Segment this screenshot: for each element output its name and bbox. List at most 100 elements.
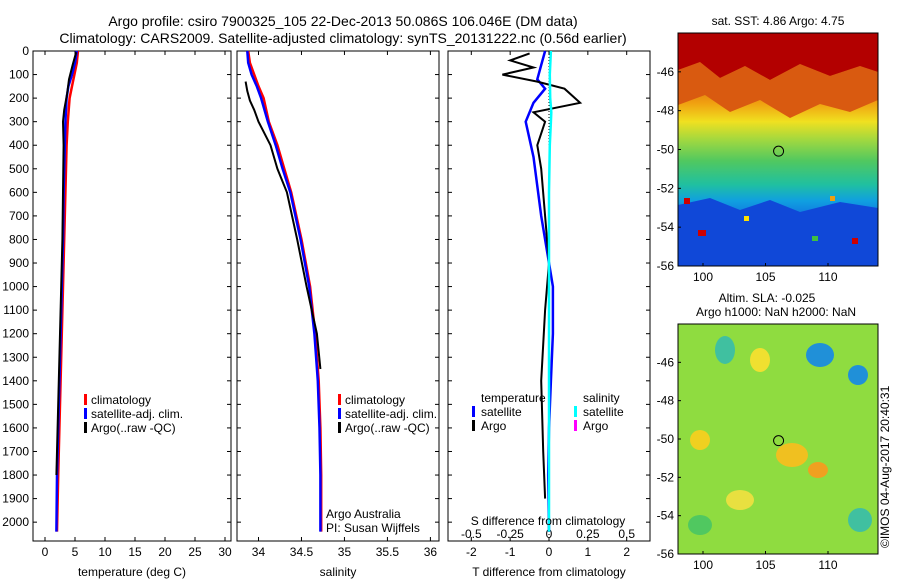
y-tick-label: 1400 <box>2 374 29 388</box>
salinity-annotation-line1: Argo Australia <box>326 507 401 521</box>
sla-map-field <box>678 324 878 554</box>
x-tick-label: 35.5 <box>376 545 400 559</box>
series-line <box>502 52 583 499</box>
x-axis-label: salinity <box>320 565 357 579</box>
salinity-legend: climatology satellite-adj. clim. Argo(..… <box>338 393 437 435</box>
sst-blue-zone <box>678 198 878 266</box>
y-tick-label: 1800 <box>2 468 29 482</box>
x-tick-label: 2 <box>623 545 630 559</box>
x-tick-label: 34 <box>252 545 266 559</box>
map-y-tick-label: -48 <box>657 394 675 408</box>
series-line <box>246 50 322 532</box>
x-axis-label: T difference from climatology <box>472 565 626 579</box>
salinity-chart: 34 34.5 35 35.5 36 salinity <box>237 50 439 579</box>
x-tick-label: 20 <box>158 545 172 559</box>
sla-map <box>678 324 878 554</box>
temperature-panel-frame <box>32 50 232 542</box>
y-tick-label: 400 <box>9 138 29 152</box>
x-tick-label: 0 <box>42 545 49 559</box>
map-x-tick-label: 110 <box>818 558 837 572</box>
x-tick-label: 35 <box>338 545 352 559</box>
argo-location-marker <box>773 145 785 157</box>
map-y-tick-label: -48 <box>657 104 675 118</box>
argo-location-marker <box>773 435 785 447</box>
temperature-chart: 0 5 10 15 20 25 30 temperature (deg C) 0 100 200 30… <box>2 44 232 579</box>
x-tick-label: 36 <box>424 545 438 559</box>
salinity-annotation-line2: PI: Susan Wijffels <box>326 521 420 535</box>
salinity-panel-frame <box>236 50 440 542</box>
map-y-tick-label: -46 <box>657 65 675 79</box>
sst-speckle <box>744 216 749 221</box>
legend-swatch-temp-satellite <box>472 406 475 417</box>
sst-speckle <box>812 236 818 241</box>
sla-blob <box>688 515 712 535</box>
map-y-tick-label: -56 <box>657 547 675 561</box>
y-tick-label: 300 <box>9 115 29 129</box>
legend-title-salinity: salinity <box>583 391 620 405</box>
series-line <box>55 51 78 476</box>
legend-swatch-argo <box>338 422 341 433</box>
series-line <box>244 81 322 370</box>
sst-map <box>678 33 878 266</box>
map-y-tick-label: -52 <box>657 181 675 195</box>
sla-map-title-line2: Argo h1000: NaN h2000: NaN <box>696 305 856 319</box>
legend-label-temp-satellite: satellite <box>481 405 522 419</box>
map-y-tick-label: -54 <box>657 220 675 234</box>
sla-blob <box>750 348 770 372</box>
map-x-tick-label: 110 <box>818 270 837 284</box>
temperature-legend: climatology satellite-adj. clim. Argo(..… <box>84 393 183 435</box>
map-y-tick-label: -50 <box>657 143 675 157</box>
y-tick-label: 1600 <box>2 421 29 435</box>
difference-legend: temperature salinity satellite Argo sate… <box>472 391 624 433</box>
x-tick-label: 1 <box>585 545 592 559</box>
y-tick-label: 200 <box>9 91 29 105</box>
y-tick-label: 700 <box>9 209 29 223</box>
map-y-tick-label: -56 <box>657 259 675 273</box>
x-tick-label: 0 <box>546 545 553 559</box>
top-x-tick-label: 0.25 <box>576 527 600 541</box>
series-line <box>547 50 553 532</box>
map-y-tick-label: -52 <box>657 470 675 484</box>
legend-title-temperature: temperature <box>481 391 546 405</box>
x-tick-label: 34.5 <box>290 545 314 559</box>
x-tick-label: 30 <box>218 545 232 559</box>
sla-blob <box>808 462 828 478</box>
sla-blob <box>848 508 872 532</box>
y-tick-label: 1300 <box>2 350 29 364</box>
legend-swatch-climatology <box>338 394 341 405</box>
map-x-tick-label: 100 <box>693 558 713 572</box>
map-y-tick-label: -46 <box>657 355 675 369</box>
sst-speckle <box>852 238 858 244</box>
legend-swatch-temp-argo <box>472 420 475 431</box>
top-x-tick-label: -0.25 <box>496 527 524 541</box>
sst-speckle <box>698 230 706 236</box>
map-y-tick-label: -54 <box>657 509 675 523</box>
legend-swatch-climatology <box>84 394 87 405</box>
y-tick-label: 0 <box>22 44 29 58</box>
legend-label-sal-argo: Argo <box>583 419 609 433</box>
y-tick-label: 500 <box>9 162 29 176</box>
sst-speckle <box>684 198 690 204</box>
y-tick-label: 1500 <box>2 397 29 411</box>
x-tick-label: 15 <box>128 545 142 559</box>
sla-blob <box>848 365 868 385</box>
legend-label-sal-satellite: satellite <box>583 405 624 419</box>
legend-label-satellite: satellite-adj. clim. <box>345 407 437 421</box>
sst-map-title: sat. SST: 4.86 Argo: 4.75 <box>712 14 845 28</box>
difference-top-axis-label: S difference from climatology <box>471 514 626 528</box>
sst-front-orange <box>678 62 878 118</box>
y-tick-label: 100 <box>9 68 29 82</box>
legend-swatch-satellite <box>338 408 341 419</box>
map-x-tick-label: 105 <box>755 270 775 284</box>
sst-speckle <box>830 196 835 201</box>
legend-swatch-satellite <box>84 408 87 419</box>
sla-map-axes: 100 105 110 -46 -48 -50 -52 -54 -56 <box>657 355 838 572</box>
sla-blob <box>776 443 808 467</box>
legend-swatch-sal-argo <box>574 420 577 431</box>
sla-blob <box>806 343 834 367</box>
legend-swatch-argo <box>84 422 87 433</box>
legend-label-climatology: climatology <box>91 393 151 407</box>
map-x-tick-label: 100 <box>693 270 713 284</box>
figure-title-line1: Argo profile: csiro 7900325_105 22-Dec-2… <box>108 13 577 29</box>
